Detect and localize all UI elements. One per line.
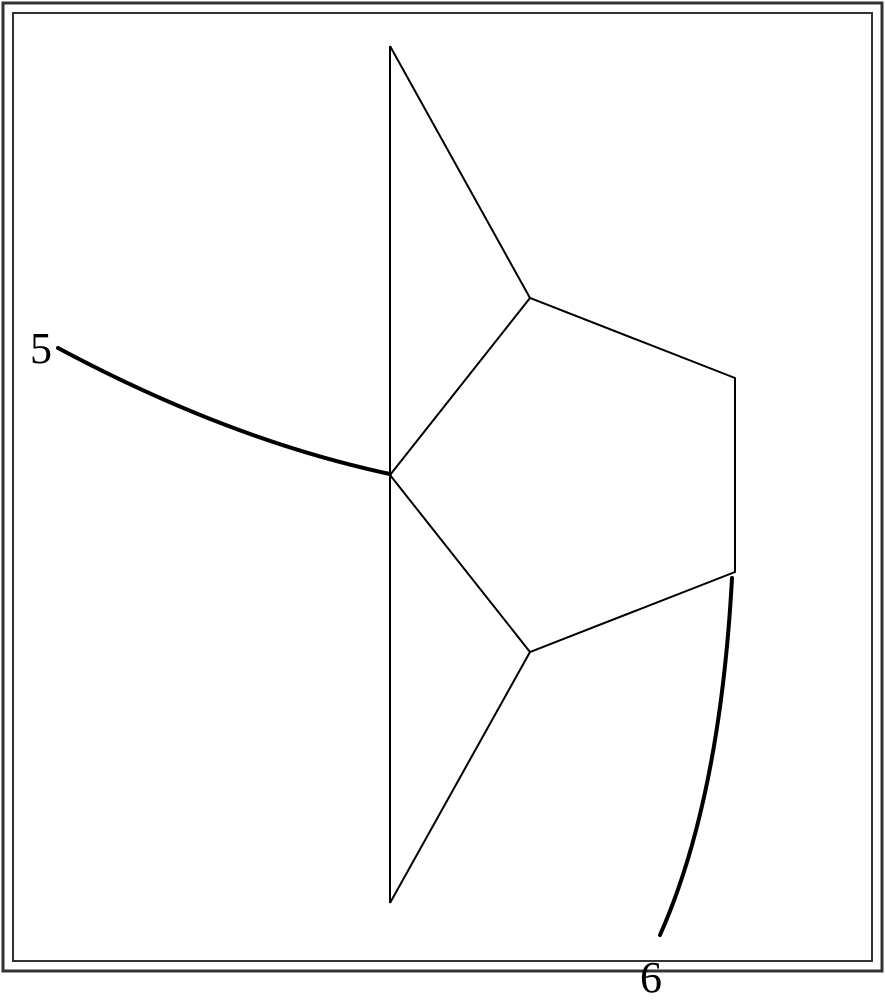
leader-5-label: 5 — [30, 324, 52, 373]
leader-6-label: 6 — [640, 953, 662, 1000]
canvas-background — [0, 0, 885, 1000]
